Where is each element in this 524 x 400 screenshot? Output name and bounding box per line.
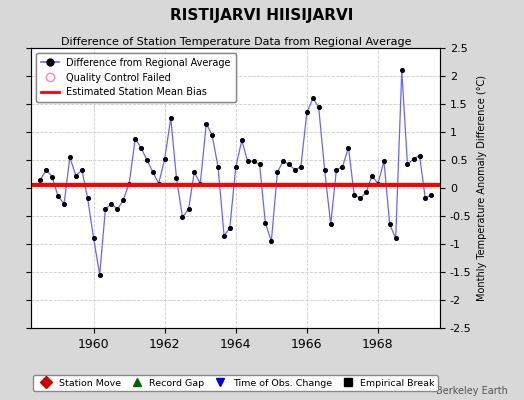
Point	[66, 154, 74, 160]
Point	[54, 193, 62, 200]
Point	[409, 156, 418, 162]
Point	[196, 180, 204, 187]
Point	[279, 158, 287, 164]
Point	[113, 206, 122, 212]
Legend: Station Move, Record Gap, Time of Obs. Change, Empirical Break: Station Move, Record Gap, Time of Obs. C…	[33, 375, 439, 391]
Point	[36, 176, 45, 183]
Point	[42, 167, 50, 173]
Point	[427, 192, 435, 198]
Point	[214, 164, 222, 170]
Point	[249, 158, 258, 164]
Point	[184, 206, 193, 212]
Point	[155, 180, 163, 187]
Point	[107, 200, 116, 207]
Point	[362, 189, 370, 196]
Point	[232, 164, 240, 170]
Point	[416, 152, 424, 159]
Point	[350, 192, 358, 198]
Point	[149, 169, 157, 176]
Point	[255, 161, 264, 168]
Point	[48, 174, 56, 180]
Point	[344, 144, 353, 151]
Point	[386, 221, 394, 228]
Point	[368, 172, 376, 179]
Point	[60, 200, 68, 207]
Point	[374, 180, 382, 187]
Point	[125, 180, 134, 187]
Point	[297, 164, 305, 170]
Point	[303, 109, 311, 116]
Text: RISTIJARVI HIISIJARVI: RISTIJARVI HIISIJARVI	[170, 8, 354, 23]
Point	[190, 169, 199, 176]
Point	[83, 195, 92, 201]
Point	[332, 167, 341, 173]
Point	[202, 120, 211, 127]
Point	[243, 158, 252, 164]
Point	[421, 195, 430, 201]
Point	[380, 158, 388, 164]
Point	[391, 235, 400, 242]
Point	[119, 197, 127, 204]
Point	[90, 235, 98, 242]
Point	[178, 214, 187, 220]
Point	[267, 238, 276, 244]
Point	[356, 195, 364, 201]
Point	[403, 161, 412, 168]
Point	[326, 221, 335, 228]
Point	[273, 169, 281, 176]
Text: Berkeley Earth: Berkeley Earth	[436, 386, 508, 396]
Point	[101, 206, 110, 212]
Point	[72, 172, 80, 179]
Point	[208, 132, 216, 138]
Point	[285, 161, 293, 168]
Point	[131, 136, 139, 142]
Point	[291, 167, 299, 173]
Point	[321, 167, 329, 173]
Y-axis label: Monthly Temperature Anomaly Difference (°C): Monthly Temperature Anomaly Difference (…	[477, 75, 487, 301]
Point	[225, 225, 234, 232]
Point	[261, 220, 269, 226]
Point	[309, 95, 317, 102]
Point	[172, 175, 181, 181]
Point	[220, 232, 228, 239]
Point	[160, 156, 169, 162]
Legend: Difference from Regional Average, Quality Control Failed, Estimated Station Mean: Difference from Regional Average, Qualit…	[36, 53, 236, 102]
Point	[398, 67, 406, 74]
Point	[238, 137, 246, 144]
Point	[314, 104, 323, 110]
Point	[137, 144, 145, 151]
Point	[167, 115, 175, 121]
Point	[95, 272, 104, 278]
Point	[338, 164, 346, 170]
Point	[78, 167, 86, 173]
Point	[143, 157, 151, 163]
Title: Difference of Station Temperature Data from Regional Average: Difference of Station Temperature Data f…	[61, 37, 411, 47]
